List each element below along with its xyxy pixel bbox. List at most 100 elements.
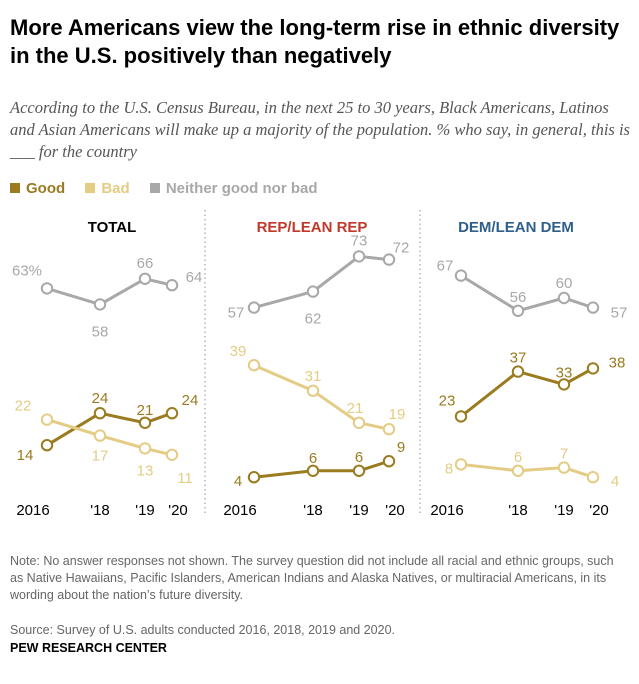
data-point-dem-lean-dem-good-19 — [557, 378, 571, 391]
data-label-dem-lean-dem-good-2016: 23 — [439, 392, 456, 409]
data-point-dem-lean-dem-good-20 — [586, 362, 600, 375]
data-label-dem-lean-dem-bad-18: 6 — [514, 449, 522, 466]
notes: Note: No answer responses not shown. The… — [10, 553, 630, 604]
data-label-total-bad-20: 11 — [177, 470, 193, 487]
series-line-rep-lean-rep-good — [253, 459, 390, 479]
data-label-dem-lean-dem-neither-good-nor-bad-18: 56 — [510, 289, 527, 306]
organization-name: PEW RESEARCH CENTER — [10, 641, 167, 655]
data-point-total-good-2016 — [40, 439, 54, 452]
x-tick-label-dem-lean-dem-2: '18 — [508, 502, 528, 519]
chart-subtitle: According to the U.S. Census Bureau, in … — [10, 98, 630, 161]
data-label-total-good-2016: 14 — [17, 447, 34, 464]
x-tick-label-rep-lean-rep-2: '18 — [303, 502, 323, 519]
data-label-rep-lean-rep-good-18: 6 — [309, 450, 317, 467]
data-point-dem-lean-dem-neither-good-nor-bad-19 — [557, 291, 571, 305]
data-point-dem-lean-dem-bad-2016 — [454, 458, 468, 471]
series-line-dem-lean-dem-bad — [460, 462, 594, 479]
data-label-rep-lean-rep-good-19: 6 — [355, 449, 363, 466]
data-point-total-neither-good-nor-bad-20 — [165, 279, 179, 292]
data-point-rep-lean-rep-bad-18 — [306, 384, 320, 398]
data-point-rep-lean-rep-neither-good-nor-bad-20 — [382, 253, 396, 266]
data-point-total-neither-good-nor-bad-2016 — [40, 282, 54, 295]
data-label-rep-lean-rep-neither-good-nor-bad-20: 72 — [393, 240, 410, 257]
data-label-rep-lean-rep-bad-2016: 39 — [230, 343, 247, 360]
data-point-total-bad-19 — [138, 442, 152, 455]
series-line-total-bad — [46, 418, 173, 457]
data-label-dem-lean-dem-neither-good-nor-bad-19: 60 — [556, 275, 573, 292]
data-label-dem-lean-dem-neither-good-nor-bad-2016: 67 — [437, 258, 454, 275]
data-label-dem-lean-dem-bad-20: 4 — [611, 473, 619, 490]
series-line-rep-lean-rep-neither-good-nor-bad — [253, 254, 390, 310]
data-point-rep-lean-rep-bad-20 — [382, 423, 396, 436]
data-point-total-neither-good-nor-bad-19 — [138, 272, 152, 286]
data-point-rep-lean-rep-neither-good-nor-bad-2016 — [247, 301, 261, 314]
data-label-rep-lean-rep-good-2016: 4 — [234, 473, 242, 490]
data-point-total-good-20 — [165, 407, 179, 420]
note-text: Note: No answer responses not shown. The… — [10, 554, 614, 602]
x-tick-label-total-1: 2016 — [16, 502, 49, 519]
data-label-total-neither-good-nor-bad-20: 64 — [186, 269, 203, 286]
data-label-total-bad-2016: 22 — [15, 398, 32, 415]
legend-label-bad: Bad — [101, 180, 130, 197]
data-point-dem-lean-dem-bad-20 — [586, 471, 600, 484]
data-label-dem-lean-dem-good-18: 37 — [510, 350, 527, 367]
series-line-dem-lean-dem-good — [460, 367, 594, 418]
legend-item-good: Good — [10, 180, 69, 197]
x-tick-label-total-4: '20 — [168, 502, 188, 519]
legend-swatch-good — [10, 183, 20, 194]
data-point-rep-lean-rep-neither-good-nor-bad-18 — [306, 285, 320, 298]
data-point-rep-lean-rep-good-20 — [382, 455, 396, 468]
data-point-dem-lean-dem-bad-19 — [557, 461, 571, 474]
data-label-total-good-20: 24 — [182, 392, 199, 409]
data-point-rep-lean-rep-good-2016 — [247, 471, 261, 484]
x-tick-label-total-3: '19 — [135, 502, 155, 519]
data-point-total-good-18 — [93, 407, 107, 420]
data-label-dem-lean-dem-neither-good-nor-bad-20: 57 — [611, 305, 628, 322]
x-tick-label-rep-lean-rep-1: 2016 — [223, 502, 256, 519]
series-line-dem-lean-dem-neither-good-nor-bad — [460, 274, 594, 313]
data-point-rep-lean-rep-bad-2016 — [247, 359, 261, 372]
legend-label-good: Good — [26, 180, 66, 197]
data-point-rep-lean-rep-good-19 — [352, 464, 366, 477]
panel-title-total: TOTAL — [88, 219, 137, 236]
data-point-rep-lean-rep-neither-good-nor-bad-19 — [352, 250, 366, 263]
x-tick-label-total-2: '18 — [90, 502, 110, 519]
data-point-dem-lean-dem-bad-18 — [511, 464, 525, 477]
data-point-rep-lean-rep-good-18 — [306, 464, 320, 477]
data-label-total-neither-good-nor-bad-2016: 63% — [12, 262, 42, 279]
data-point-total-good-19 — [138, 416, 152, 430]
data-point-total-neither-good-nor-bad-18 — [93, 298, 107, 311]
data-label-total-neither-good-nor-bad-18: 58 — [92, 323, 109, 340]
legend-swatch-neither — [149, 183, 160, 194]
data-label-rep-lean-rep-neither-good-nor-bad-19: 73 — [351, 232, 368, 249]
data-label-dem-lean-dem-good-20: 38 — [609, 354, 626, 371]
x-tick-label-rep-lean-rep-4: '20 — [385, 502, 405, 519]
data-label-total-bad-19: 13 — [137, 462, 154, 479]
data-label-rep-lean-rep-bad-19: 21 — [347, 400, 364, 417]
x-tick-label-rep-lean-rep-3: '19 — [349, 502, 369, 519]
data-point-dem-lean-dem-good-18 — [511, 365, 525, 378]
legend-label-neither: Neither good nor bad — [165, 180, 318, 197]
data-label-dem-lean-dem-bad-19: 7 — [560, 446, 568, 463]
chart-title: More Americans view the long-term rise i… — [10, 15, 620, 68]
data-label-total-good-19: 21 — [137, 402, 154, 419]
legend: Good Bad Neither good nor bad — [10, 180, 334, 197]
legend-item-bad: Bad — [85, 180, 134, 197]
x-tick-label-dem-lean-dem-4: '20 — [589, 502, 609, 519]
data-label-total-good-18: 24 — [92, 390, 109, 407]
data-point-total-bad-20 — [165, 448, 179, 462]
data-label-dem-lean-dem-bad-2016: 8 — [445, 460, 453, 477]
series-line-total-good — [46, 411, 173, 447]
series-line-total-neither-good-nor-bad — [46, 277, 173, 306]
data-point-rep-lean-rep-bad-19 — [352, 416, 366, 430]
data-label-dem-lean-dem-good-19: 33 — [556, 364, 573, 381]
data-point-total-bad-2016 — [40, 413, 54, 426]
x-tick-label-dem-lean-dem-3: '19 — [554, 502, 574, 519]
panel-title-rep-lean-rep: REP/LEAN REP — [257, 219, 368, 236]
data-label-total-bad-18: 17 — [92, 448, 109, 465]
data-label-rep-lean-rep-bad-20: 19 — [389, 406, 406, 423]
data-label-rep-lean-rep-neither-good-nor-bad-18: 62 — [305, 311, 322, 328]
series-line-rep-lean-rep-bad — [253, 363, 390, 431]
data-point-total-bad-18 — [93, 429, 107, 442]
